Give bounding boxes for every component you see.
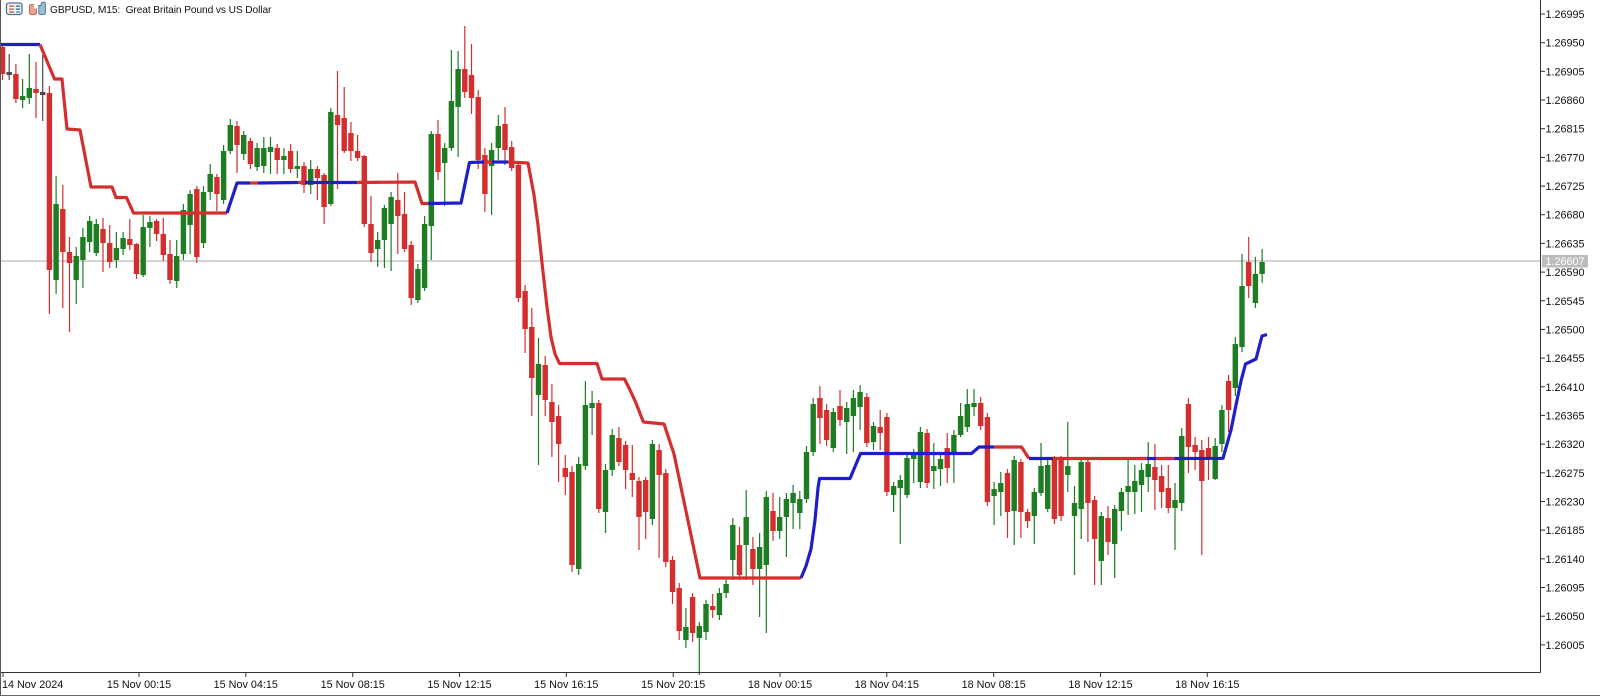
svg-text:18 Nov 00:15: 18 Nov 00:15 — [748, 679, 812, 691]
svg-text:1.26005: 1.26005 — [1546, 640, 1585, 652]
svg-text:1.26635: 1.26635 — [1546, 238, 1585, 250]
svg-text:1.26410: 1.26410 — [1546, 382, 1585, 394]
svg-text:1.26455: 1.26455 — [1546, 353, 1585, 365]
svg-text:1.26905: 1.26905 — [1546, 66, 1585, 78]
svg-text:1.26095: 1.26095 — [1546, 583, 1585, 595]
svg-text:1.26950: 1.26950 — [1546, 38, 1585, 50]
svg-text:15 Nov 20:15: 15 Nov 20:15 — [641, 679, 705, 691]
svg-text:1.26860: 1.26860 — [1546, 95, 1585, 107]
svg-text:15 Nov 04:15: 15 Nov 04:15 — [214, 679, 278, 691]
svg-text:15 Nov 12:15: 15 Nov 12:15 — [427, 679, 491, 691]
svg-text:1.26320: 1.26320 — [1546, 439, 1585, 451]
svg-text:18 Nov 04:15: 18 Nov 04:15 — [855, 679, 919, 691]
svg-text:18 Nov 08:15: 18 Nov 08:15 — [962, 679, 1026, 691]
svg-text:1.26140: 1.26140 — [1546, 554, 1585, 566]
svg-text:1.26995: 1.26995 — [1546, 9, 1585, 21]
svg-text:1.26725: 1.26725 — [1546, 181, 1585, 193]
svg-text:1.26275: 1.26275 — [1546, 468, 1585, 480]
svg-text:1.26365: 1.26365 — [1546, 410, 1585, 422]
svg-text:18 Nov 16:15: 18 Nov 16:15 — [1175, 679, 1239, 691]
svg-text:14 Nov 2024: 14 Nov 2024 — [2, 679, 63, 691]
svg-text:1.26590: 1.26590 — [1546, 267, 1585, 279]
svg-text:18 Nov 12:15: 18 Nov 12:15 — [1068, 679, 1132, 691]
svg-text:GBPUSD, M15: Great Britain Po: GBPUSD, M15: Great Britain Pound vs US D… — [50, 5, 272, 16]
svg-text:1.26050: 1.26050 — [1546, 611, 1585, 623]
svg-text:1.26815: 1.26815 — [1546, 124, 1585, 136]
svg-text:1.26607: 1.26607 — [1545, 256, 1584, 268]
svg-text:1.26545: 1.26545 — [1546, 296, 1585, 308]
svg-text:1.26185: 1.26185 — [1546, 525, 1585, 537]
svg-text:1.26500: 1.26500 — [1546, 324, 1585, 336]
svg-text:15 Nov 08:15: 15 Nov 08:15 — [321, 679, 385, 691]
svg-text:1.26230: 1.26230 — [1546, 497, 1585, 509]
svg-text:15 Nov 16:15: 15 Nov 16:15 — [534, 679, 598, 691]
svg-text:15 Nov 00:15: 15 Nov 00:15 — [107, 679, 171, 691]
svg-text:1.26680: 1.26680 — [1546, 210, 1585, 222]
svg-text:1.26770: 1.26770 — [1546, 152, 1585, 164]
